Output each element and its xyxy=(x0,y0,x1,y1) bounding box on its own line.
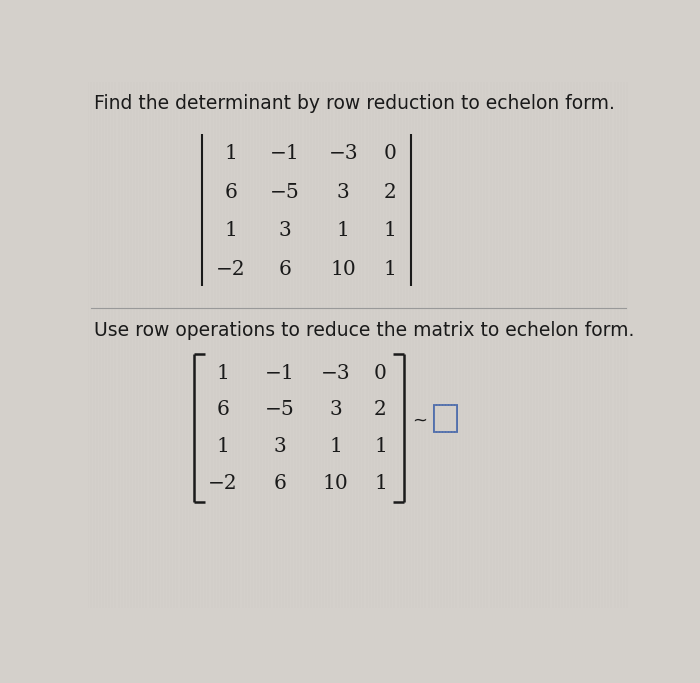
Text: 0: 0 xyxy=(374,363,387,382)
Text: 1: 1 xyxy=(337,221,350,240)
Text: 6: 6 xyxy=(225,182,237,201)
Text: 6: 6 xyxy=(273,473,286,492)
Bar xyxy=(434,405,457,432)
Text: −5: −5 xyxy=(265,400,295,419)
Text: −2: −2 xyxy=(216,260,246,279)
Text: Find the determinant by row reduction to echelon form.: Find the determinant by row reduction to… xyxy=(94,94,615,113)
Text: 1: 1 xyxy=(374,436,387,456)
Text: 3: 3 xyxy=(279,221,291,240)
Text: 0: 0 xyxy=(384,144,396,163)
Text: −1: −1 xyxy=(265,363,295,382)
Text: 10: 10 xyxy=(330,260,356,279)
Text: 1: 1 xyxy=(329,436,342,456)
Text: 1: 1 xyxy=(225,144,237,163)
Text: −1: −1 xyxy=(270,144,300,163)
Text: 1: 1 xyxy=(217,436,230,456)
Text: 1: 1 xyxy=(217,363,230,382)
Text: 1: 1 xyxy=(225,221,237,240)
Text: 1: 1 xyxy=(374,473,387,492)
Text: ~: ~ xyxy=(412,412,427,430)
Text: 2: 2 xyxy=(374,400,387,419)
Text: −3: −3 xyxy=(321,363,350,382)
Text: 10: 10 xyxy=(323,473,349,492)
Text: −3: −3 xyxy=(328,144,358,163)
Text: 1: 1 xyxy=(384,221,396,240)
Text: 3: 3 xyxy=(329,400,342,419)
Text: 3: 3 xyxy=(337,182,349,201)
Text: 1: 1 xyxy=(384,260,396,279)
Text: −2: −2 xyxy=(209,473,238,492)
Text: 3: 3 xyxy=(273,436,286,456)
Text: −5: −5 xyxy=(270,182,300,201)
Text: Use row operations to reduce the matrix to echelon form.: Use row operations to reduce the matrix … xyxy=(94,322,634,340)
Text: 6: 6 xyxy=(279,260,292,279)
Text: 2: 2 xyxy=(384,182,396,201)
Text: 6: 6 xyxy=(217,400,230,419)
